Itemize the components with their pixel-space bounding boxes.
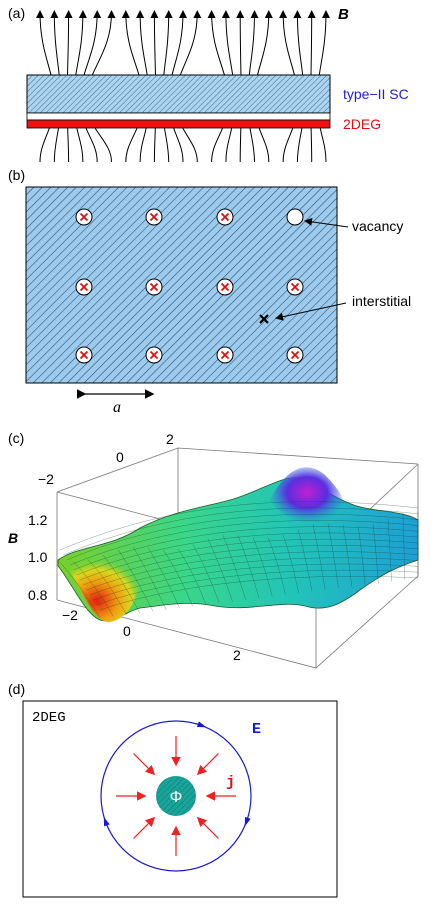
current-arrow bbox=[196, 753, 219, 776]
z-axis-label: B bbox=[8, 530, 18, 546]
y-tick-m2: −2 bbox=[38, 471, 54, 487]
interstitial-arrow bbox=[275, 302, 347, 321]
2deg-layer bbox=[26, 119, 331, 129]
panel-b: (b) vacancy interstitial a bbox=[8, 167, 411, 416]
e-field-arrowhead bbox=[196, 721, 207, 728]
vortex-site bbox=[145, 278, 163, 296]
e-field-arrowhead bbox=[244, 816, 251, 827]
panel-a-label: (a) bbox=[8, 5, 25, 21]
current-arrow bbox=[133, 753, 156, 776]
vortex-site bbox=[75, 278, 93, 296]
2deg-label: 2DEG bbox=[343, 116, 381, 132]
vacancy-label: vacancy bbox=[352, 218, 403, 234]
x-tick-2: 2 bbox=[233, 647, 241, 663]
vortex-site bbox=[145, 346, 163, 364]
field-b-label: B bbox=[338, 6, 349, 23]
vortex-site bbox=[75, 208, 93, 226]
e-field-arrowhead bbox=[103, 816, 110, 827]
spacer-layer bbox=[26, 112, 331, 121]
lattice-spacing-label: a bbox=[113, 399, 121, 416]
x-tick-m2: −2 bbox=[62, 607, 78, 623]
current-arrow bbox=[196, 816, 219, 839]
panel-b-label: (b) bbox=[8, 167, 25, 183]
e-field-loop bbox=[100, 720, 252, 872]
vacancy-site bbox=[286, 208, 304, 226]
superconductor-layer bbox=[26, 74, 331, 114]
2deg-title: 2DEG bbox=[32, 710, 66, 726]
vortex-site bbox=[145, 208, 163, 226]
surface-plot bbox=[57, 467, 419, 622]
vacancy-arrow bbox=[304, 217, 349, 228]
interstitial-label: interstitial bbox=[352, 293, 411, 309]
vortex-site bbox=[286, 278, 304, 296]
current-label: j bbox=[226, 774, 235, 791]
flux-phi-label: Φ bbox=[170, 789, 183, 806]
interstitial-mark bbox=[259, 314, 269, 324]
panel-d-label: (d) bbox=[8, 681, 25, 697]
flux-disk bbox=[156, 776, 196, 816]
vortex-site bbox=[75, 346, 93, 364]
vortex-site bbox=[216, 278, 234, 296]
sc-label: type−II SC bbox=[343, 86, 409, 102]
vortex-site bbox=[216, 346, 234, 364]
panel-c: (c) 0 2 −2 1.2 1.0 0.8 B −2 0 2 bbox=[8, 430, 419, 669]
panel-a: (a) B type−II SC 2DEG bbox=[8, 5, 409, 163]
x-tick-0: 0 bbox=[123, 623, 131, 639]
vortex-lattice bbox=[75, 208, 304, 364]
z-tick-1.0: 1.0 bbox=[28, 549, 48, 565]
vortex-site bbox=[286, 346, 304, 364]
panel-c-label: (c) bbox=[8, 430, 24, 446]
e-field-arrowheads bbox=[103, 721, 251, 827]
y-tick-0: 0 bbox=[116, 449, 124, 465]
current-arrow bbox=[133, 816, 156, 839]
panel-d: (d) 2DEG Φ E j bbox=[8, 681, 338, 898]
vortex-site bbox=[216, 208, 234, 226]
y-tick-2: 2 bbox=[166, 431, 174, 447]
e-field-label: E bbox=[252, 721, 261, 738]
z-tick-1.2: 1.2 bbox=[28, 512, 48, 528]
current-arrows bbox=[116, 736, 236, 856]
z-tick-0.8: 0.8 bbox=[28, 587, 48, 603]
